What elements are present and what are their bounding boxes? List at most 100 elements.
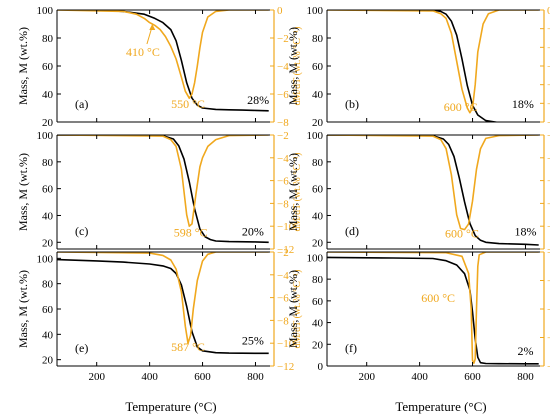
panel-label: (b) [345, 97, 359, 111]
y-left-axis-label: Mass, M (wt.%) [16, 153, 30, 231]
y-right-tick-label: −2 [277, 33, 289, 45]
y-right-tick-label: −6 [547, 176, 550, 188]
y-left-tick-label: 40 [312, 89, 324, 101]
mass-curve-c [57, 135, 269, 244]
peak-temp-label: 600 °C [445, 227, 479, 241]
y-right-tick-label: −4 [547, 153, 550, 165]
y-right-tick-label: −10 [277, 221, 295, 233]
y-left-tick-label: 60 [312, 184, 324, 196]
residue-label: 28% [247, 93, 269, 107]
y-right-tick-label: −12 [547, 247, 550, 259]
y-right-tick-label: −10 [547, 221, 550, 233]
y-right-tick-label: −8 [547, 80, 550, 92]
peak-temp-label: 598 °C [174, 225, 208, 239]
panel-label: (f) [345, 341, 357, 355]
mass-curve-b [327, 10, 501, 122]
y-left-tick-label: 40 [42, 329, 54, 341]
y-right-tick-label: −10 [547, 98, 550, 110]
panel-label: (c) [75, 224, 88, 238]
y-left-tick-label: 20 [312, 237, 324, 249]
peak-temp-label: 550 °C [171, 97, 205, 111]
y-left-tick-label: 60 [42, 184, 54, 196]
panel-f: 200 400 600 800 0 20 40 60 80 100 −12 −14 −16 −18 −20 M… [286, 247, 550, 383]
peak-temp-label: 600 °C [444, 100, 478, 114]
residue-label: 20% [242, 225, 264, 239]
y-right-tick-label: −2 [547, 130, 550, 142]
y-right-tick-label: −20 [547, 361, 550, 373]
y-right-tick-label: −12 [277, 244, 294, 256]
x-tick-label: 800 [517, 371, 534, 383]
y-right-tick-label: −8 [547, 198, 550, 210]
y-left-tick-label: 80 [312, 274, 324, 286]
y-left-tick-label: 80 [42, 279, 54, 291]
y-left-axis-label: Mass, M (wt.%) [16, 270, 30, 348]
y-left-tick-label: 60 [312, 61, 324, 73]
y-left-tick-label: 0 [318, 361, 324, 373]
y-right-tick-label: −16 [547, 304, 550, 316]
y-right-tick-label: −6 [547, 61, 550, 73]
panel-label: (a) [75, 97, 88, 111]
x-tick-label: 600 [194, 371, 211, 383]
y-left-axis-label: Mass, M (wt.%) [16, 27, 30, 105]
dtg-curve-e [57, 252, 269, 344]
y-left-tick-label: 20 [42, 355, 54, 367]
y-left-tick-label: 40 [42, 89, 54, 101]
dtg-curve-c [57, 135, 269, 227]
peak-temp-label: 600 °C [421, 291, 455, 305]
y-left-tick-label: 40 [312, 210, 324, 222]
y-left-tick-label: 100 [37, 130, 54, 142]
mass-curve-a [57, 10, 269, 112]
y-right-tick-label: −10 [277, 338, 295, 350]
residue-label: 18% [512, 97, 534, 111]
panel-b: 20 40 60 80 100 0 −2 −4 −6 −8 −10 −12 Mass, M (wt.%)… [286, 5, 550, 129]
y-left-tick-label: 100 [37, 5, 54, 17]
dtg-curve-f [327, 252, 539, 364]
x-tick-label: 400 [141, 371, 158, 383]
y-right-tick-label: −6 [277, 293, 289, 305]
y-right-axis-label: dM/dT (wt.% °C⁻¹) [292, 152, 303, 231]
y-left-axis-label: Mass, M (wt.%) [286, 153, 300, 231]
y-right-tick-label: −8 [277, 315, 289, 327]
y-right-axis-label: dM/dT (wt.% °C⁻¹) [292, 26, 303, 105]
y-left-tick-label: 20 [312, 117, 324, 129]
arrow-head [149, 24, 156, 30]
y-right-tick-label: −4 [547, 42, 550, 54]
x-tick-label: 400 [411, 371, 428, 383]
y-left-tick-label: 80 [312, 33, 324, 45]
panel-d: 20 40 60 80 100 −2 −4 −6 −8 −10 −12 Mass, M (wt.%)d… [286, 130, 550, 256]
onset-temp-label: 410 °C [126, 45, 160, 59]
dtg-curve-d [327, 135, 539, 231]
y-right-tick-label: 0 [277, 5, 283, 17]
dtg-curve-b [327, 10, 539, 114]
y-left-tick-label: 40 [312, 318, 324, 330]
y-right-tick-label: −4 [277, 270, 289, 282]
mass-curve-e [57, 258, 269, 355]
y-right-tick-label: 0 [547, 5, 550, 17]
x-axis-label-left: Temperature (°C) [125, 399, 216, 414]
y-right-axis-label: dM/dT (wt.% °C⁻¹) [292, 269, 303, 348]
y-right-tick-label: −4 [277, 153, 289, 165]
y-right-tick-label: −6 [277, 89, 289, 101]
y-left-axis-label: Mass, M (wt.%) [286, 27, 300, 105]
residue-label: 25% [242, 333, 264, 347]
dtg-curve-a [57, 10, 269, 99]
residue-label: 2% [517, 344, 533, 358]
x-tick-label: 200 [358, 371, 375, 383]
y-left-tick-label: 20 [312, 339, 324, 351]
y-left-tick-label: 20 [42, 237, 54, 249]
y-right-tick-label: −8 [277, 198, 289, 210]
y-left-tick-label: 60 [42, 304, 54, 316]
y-left-tick-label: 60 [312, 296, 324, 308]
x-tick-label: 600 [464, 371, 481, 383]
y-left-tick-label: 100 [307, 5, 324, 17]
y-left-tick-label: 60 [42, 61, 54, 73]
y-right-tick-label: −4 [277, 61, 289, 73]
x-tick-label: 800 [247, 371, 264, 383]
y-right-tick-label: −14 [547, 276, 550, 288]
y-left-tick-label: 100 [307, 252, 324, 264]
panel-e: 200 400 600 800 20 40 60 80 100 −2 −4 −6 −8 −10 −12 Mas… [16, 247, 303, 383]
